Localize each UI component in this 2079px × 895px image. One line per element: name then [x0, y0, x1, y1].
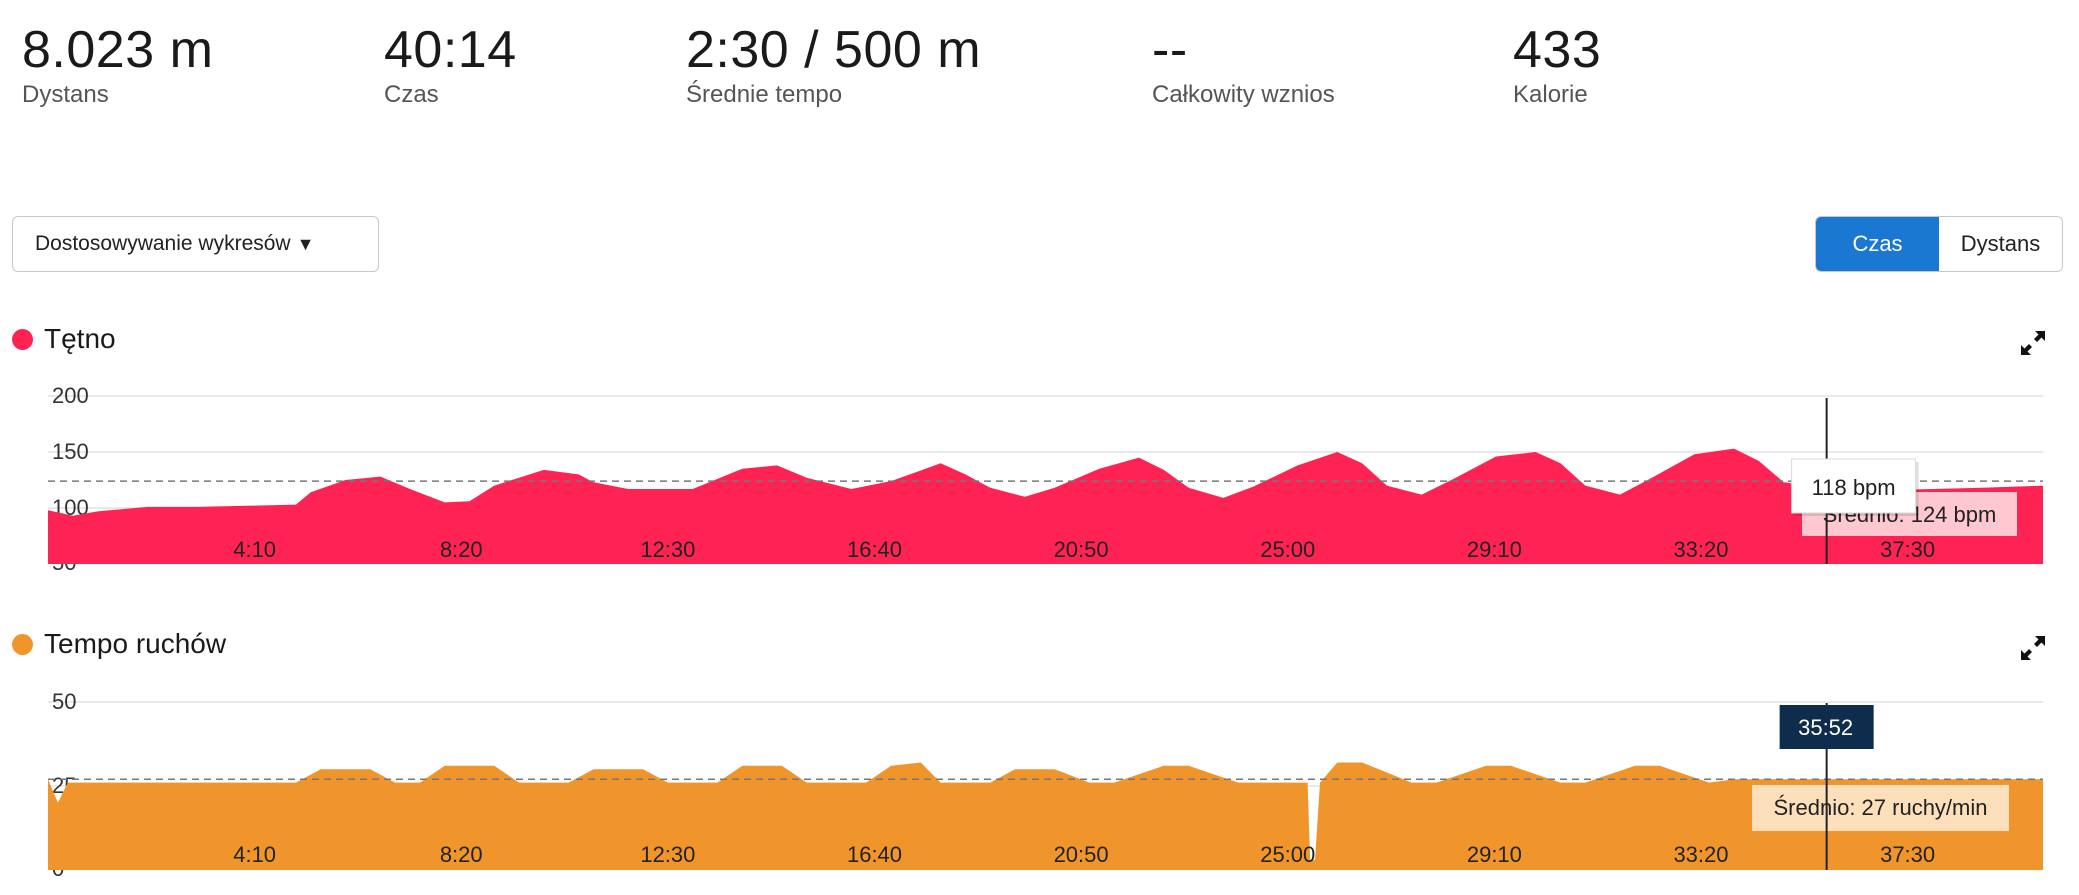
stat-avg-pace: 2:30 / 500 m Średnie tempo [686, 20, 981, 110]
y-tick-label: 150 [52, 439, 89, 464]
stat-label: Średnie tempo [686, 81, 843, 108]
stat-label: Całkowity wznios [1152, 81, 1335, 108]
x-tick-label: 25:00 [1260, 537, 1315, 562]
data-area [48, 762, 2043, 870]
cadence-chart: 502504:108:2012:3016:4020:5025:0029:1033… [48, 689, 2043, 881]
tooltip-box [1791, 458, 1917, 514]
expand-icon[interactable] [2018, 633, 2048, 663]
x-tick-label: 20:50 [1054, 842, 1109, 867]
cursor-time-tag [1779, 705, 1874, 749]
x-tick-label: 29:10 [1467, 537, 1522, 562]
x-tick-label: 37:30 [1880, 537, 1935, 562]
expand-icon[interactable] [2018, 328, 2048, 358]
stat-time: 40:14 Czas [384, 20, 517, 110]
average-label: Średnio: 27 ruchy/min [1774, 795, 1988, 820]
x-tick-label: 33:20 [1673, 537, 1728, 562]
dropdown-label: Dostosowywanie wykresów [35, 232, 291, 255]
stat-distance: 8.023 m Dystans [22, 20, 213, 110]
x-tick-label: 16:40 [847, 842, 902, 867]
x-tick-label: 8:20 [440, 842, 483, 867]
x-tick-label: 37:30 [1880, 842, 1935, 867]
data-area [48, 448, 2043, 564]
x-tick-label: 12:30 [640, 537, 695, 562]
heart-rate-title-text: Tętno [44, 323, 116, 354]
stat-total-ascent: -- Całkowity wznios [1152, 20, 1335, 110]
cadence-title-text: Tempo ruchów [44, 628, 227, 659]
stat-value: 8.023 m [22, 21, 214, 79]
heart-rate-legend-dot [12, 328, 33, 350]
heart-rate-chart-title: Tętno [12, 323, 116, 355]
stat-value: 433 [1513, 21, 1602, 79]
cadence-legend-dot [12, 633, 33, 655]
stat-label: Czas [384, 81, 439, 108]
x-tick-label: 4:10 [233, 842, 276, 867]
axis-toggle: Czas Dystans [1815, 216, 2063, 272]
x-tick-label: 33:20 [1673, 842, 1728, 867]
tooltip-value: 118 bpm [1812, 475, 1896, 500]
customize-charts-dropdown[interactable]: Dostosowywanie wykresów ▼ [12, 216, 379, 272]
stat-value: 2:30 / 500 m [686, 21, 982, 79]
average-label-box [1752, 785, 2009, 831]
stat-calories: 433 Kalorie [1513, 20, 1601, 110]
x-tick-label: 16:40 [847, 537, 902, 562]
x-tick-label: 8:20 [440, 537, 483, 562]
x-tick-label: 20:50 [1054, 537, 1109, 562]
x-tick-label: 12:30 [640, 842, 695, 867]
cadence-chart-title: Tempo ruchów [12, 628, 226, 660]
stat-label: Kalorie [1513, 81, 1588, 108]
toggle-distance-button[interactable]: Dystans [1960, 231, 2041, 256]
stat-value: -- [1152, 21, 1188, 79]
stat-value: 40:14 [384, 21, 517, 79]
y-tick-label: 200 [52, 383, 89, 408]
x-tick-label: 25:00 [1260, 842, 1315, 867]
heart-rate-chart: 200150100504:108:2012:3016:4020:5025:002… [48, 383, 2043, 575]
y-tick-label: 50 [52, 689, 76, 714]
x-tick-label: 4:10 [233, 537, 276, 562]
cursor-time-label: 35:52 [1798, 715, 1853, 740]
stat-label: Dystans [22, 81, 109, 108]
caret-down-icon: ▼ [296, 233, 315, 254]
toggle-time-button[interactable]: Czas [1816, 217, 1939, 271]
x-tick-label: 29:10 [1467, 842, 1522, 867]
